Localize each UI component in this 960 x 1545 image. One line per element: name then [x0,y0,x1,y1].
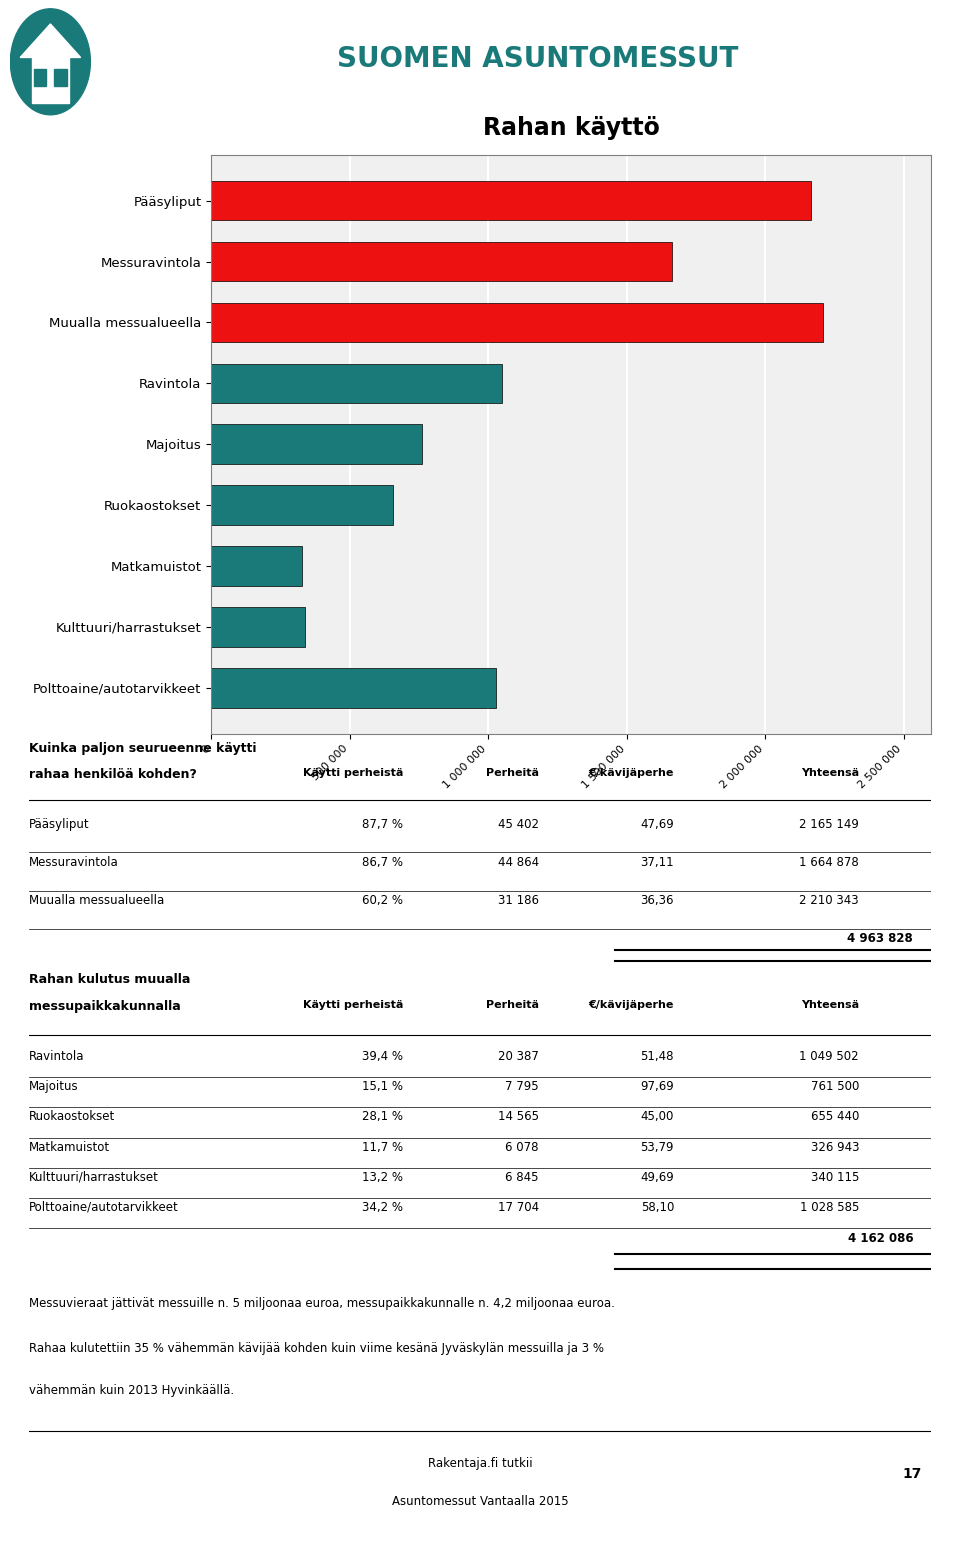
Text: 49,69: 49,69 [640,1171,674,1183]
Text: Rahaa kulutettiin 35 % vähemmän kävijää kohden kuin viime kesänä Jyväskylän mess: Rahaa kulutettiin 35 % vähemmän kävijää … [29,1341,604,1355]
Bar [211,607,305,647]
Text: Rahan kulutus muualla: Rahan kulutus muualla [29,973,190,986]
Text: 11,7 %: 11,7 % [362,1140,403,1154]
Text: Messuvieraat jättivät messuille n. 5 miljoonaa euroa, messupaikkakunnalle n. 4,2: Messuvieraat jättivät messuille n. 5 mil… [29,1298,614,1310]
Text: 340 115: 340 115 [810,1171,859,1183]
Text: 655 440: 655 440 [810,1111,859,1123]
Text: 45 402: 45 402 [497,817,539,831]
Text: 45,00: 45,00 [640,1111,674,1123]
Text: 36,36: 36,36 [640,895,674,907]
Text: Polttoaine/autotarvikkeet: Polttoaine/autotarvikkeet [29,1200,179,1214]
Text: Yhteensä: Yhteensä [801,768,859,779]
Text: 6 845: 6 845 [505,1171,539,1183]
Text: 31 186: 31 186 [497,895,539,907]
Text: 28,1 %: 28,1 % [362,1111,403,1123]
Text: Messuravintola: Messuravintola [29,856,118,868]
Bar [211,181,811,221]
Text: 13,2 %: 13,2 % [362,1171,403,1183]
Text: 1 664 878: 1 664 878 [800,856,859,868]
Text: 34,2 %: 34,2 % [362,1200,403,1214]
Bar [211,363,502,403]
Text: rahaa henkilöä kohden?: rahaa henkilöä kohden? [29,768,197,782]
Text: 2 165 149: 2 165 149 [799,817,859,831]
Text: Kuinka paljon seurueenne käytti: Kuinka paljon seurueenne käytti [29,742,256,754]
Text: 4 162 086: 4 162 086 [848,1233,913,1245]
Text: Käytti perheistä: Käytti perheistä [303,1001,403,1010]
Text: 37,11: 37,11 [640,856,674,868]
Text: 4 963 828: 4 963 828 [848,932,913,946]
Text: 53,79: 53,79 [640,1140,674,1154]
Text: 86,7 %: 86,7 % [362,856,403,868]
Ellipse shape [11,9,90,114]
Text: €/kävijäperhe: €/kävijäperhe [588,768,674,779]
Bar [211,303,824,341]
Text: Majoitus: Majoitus [29,1080,79,1094]
Text: Yhteensä: Yhteensä [801,1001,859,1010]
Text: SUOMEN ASUNTOMESSUT: SUOMEN ASUNTOMESSUT [337,45,738,73]
Text: 761 500: 761 500 [810,1080,859,1094]
Text: 51,48: 51,48 [640,1051,674,1063]
Text: 2 210 343: 2 210 343 [800,895,859,907]
Text: vähemmän kuin 2013 Hyvinkäällä.: vähemmän kuin 2013 Hyvinkäällä. [29,1384,234,1397]
Text: Ruokaostokset: Ruokaostokset [29,1111,115,1123]
Text: Kulttuuri/harrastukset: Kulttuuri/harrastukset [29,1171,158,1183]
Text: 17: 17 [902,1468,923,1482]
Text: 39,4 %: 39,4 % [362,1051,403,1063]
Text: Pääsyliput: Pääsyliput [29,817,89,831]
Text: 14 565: 14 565 [497,1111,539,1123]
Bar [211,667,496,708]
Text: 44 864: 44 864 [497,856,539,868]
Bar [35,70,46,85]
Text: Muualla messualueella: Muualla messualueella [29,895,164,907]
Bar [211,547,301,586]
Text: 20 387: 20 387 [498,1051,539,1063]
Text: 7 795: 7 795 [505,1080,539,1094]
Text: 6 078: 6 078 [505,1140,539,1154]
Text: Asuntomessut Vantaalla 2015: Asuntomessut Vantaalla 2015 [392,1496,568,1508]
Text: 47,69: 47,69 [640,817,674,831]
Bar [211,425,422,464]
Text: Rakentaja.fi tutkii: Rakentaja.fi tutkii [428,1457,532,1471]
Text: Perheitä: Perheitä [486,768,539,779]
Text: messupaikkakunnalla: messupaikkakunnalla [29,1001,180,1014]
Bar [55,70,67,85]
Text: Käytti perheistä: Käytti perheistä [303,768,403,779]
Polygon shape [20,23,81,57]
Bar [211,241,672,281]
Text: €/kävijäperhe: €/kävijäperhe [588,1001,674,1010]
Text: 15,1 %: 15,1 % [362,1080,403,1094]
Text: Matkamuistot: Matkamuistot [29,1140,110,1154]
FancyBboxPatch shape [32,57,69,104]
Text: Perheitä: Perheitä [486,1001,539,1010]
Bar [211,485,393,525]
Text: 87,7 %: 87,7 % [362,817,403,831]
Text: Ravintola: Ravintola [29,1051,84,1063]
Text: 17 704: 17 704 [497,1200,539,1214]
Text: 60,2 %: 60,2 % [362,895,403,907]
Text: 1 028 585: 1 028 585 [800,1200,859,1214]
Title: Rahan käyttö: Rahan käyttö [483,116,660,141]
Text: 326 943: 326 943 [810,1140,859,1154]
Text: 58,10: 58,10 [640,1200,674,1214]
Text: 97,69: 97,69 [640,1080,674,1094]
Text: 1 049 502: 1 049 502 [800,1051,859,1063]
